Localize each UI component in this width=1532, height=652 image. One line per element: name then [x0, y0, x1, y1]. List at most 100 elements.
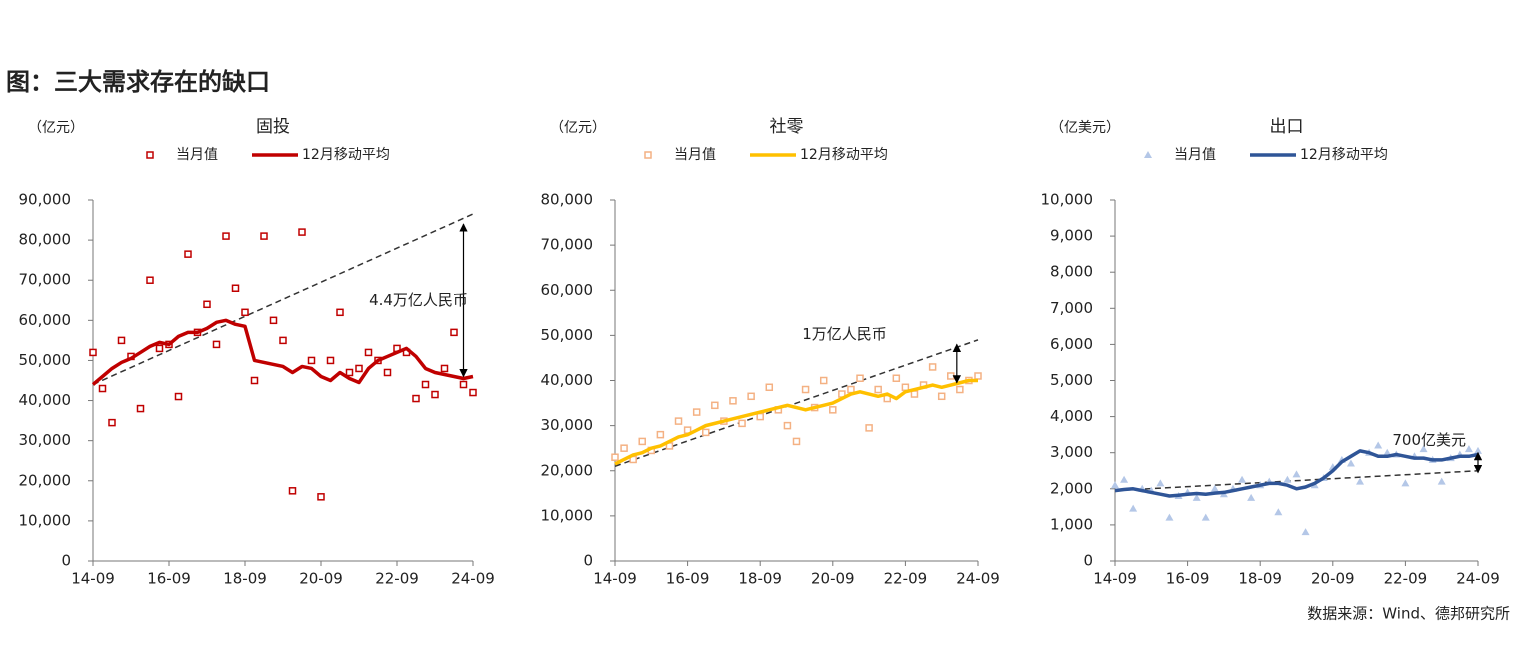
marker-triangle — [1238, 475, 1247, 483]
marker-square — [702, 428, 710, 437]
y-tick-label: 10,000 — [1041, 191, 1094, 209]
x-tick-label: 16-09 — [147, 570, 191, 588]
marker-square — [801, 385, 810, 394]
annotation-text: 4.4万亿人民币 — [369, 291, 468, 309]
marker-square — [326, 356, 335, 365]
y-tick-label: 20,000 — [19, 471, 72, 489]
unit-label: （亿元） — [550, 120, 606, 136]
unit-label: （亿元） — [28, 120, 84, 136]
marker-triangle — [1356, 477, 1365, 485]
marker-square — [260, 232, 268, 240]
y-tick-label: 60,000 — [19, 311, 72, 329]
marker-square — [298, 228, 306, 236]
y-tick-label: 40,000 — [541, 371, 594, 389]
y-tick-label: 80,000 — [541, 191, 594, 209]
y-tick-label: 0 — [61, 552, 71, 570]
marker-square — [765, 383, 774, 392]
marker-triangle — [1274, 508, 1283, 516]
unit-label: （亿美元） — [1050, 120, 1120, 136]
y-tick-label: 0 — [583, 552, 593, 570]
marker-triangle — [1111, 481, 1119, 489]
marker-square — [856, 374, 864, 382]
marker-triangle — [1419, 445, 1428, 453]
marker-square — [345, 368, 354, 377]
marker-square — [638, 437, 646, 446]
marker-square — [317, 493, 325, 501]
x-tick-label: 18-09 — [738, 570, 782, 588]
marker-triangle — [1165, 513, 1174, 521]
marker-triangle — [1120, 475, 1129, 483]
marker-square — [847, 385, 855, 394]
legend-marker — [644, 151, 652, 159]
x-tick-label: 20-09 — [1311, 570, 1355, 588]
marker-square — [450, 328, 458, 337]
y-tick-label: 1,000 — [1050, 515, 1093, 533]
marker-square — [203, 300, 211, 309]
marker-square — [469, 388, 477, 397]
x-tick-label: 14-09 — [1093, 570, 1137, 588]
y-tick-label: 70,000 — [19, 271, 72, 289]
marker-square — [212, 340, 221, 349]
marker-square — [288, 487, 297, 495]
marker-square — [155, 344, 164, 353]
marker-square — [910, 390, 919, 398]
moving-average-line — [1114, 449, 1479, 498]
chart-panel: （亿元） 社零 0 10,000 20,000 30,000 40,000 50,000 60,… — [541, 117, 1000, 588]
x-tick-label: 16-09 — [1166, 570, 1210, 588]
marker-triangle — [1129, 504, 1138, 512]
legend-label: 当月值 — [674, 147, 716, 163]
marker-triangle — [1301, 528, 1310, 536]
y-tick-label: 60,000 — [541, 281, 594, 299]
marker-square — [947, 372, 955, 380]
marker-square — [792, 437, 801, 446]
legend-marker — [146, 151, 154, 159]
x-tick-label: 16-09 — [666, 570, 710, 588]
marker-square — [892, 374, 901, 382]
marker-square — [956, 385, 964, 394]
legend-label: 12月移动平均 — [800, 147, 888, 163]
marker-square — [711, 401, 719, 410]
marker-square — [146, 276, 154, 284]
marker-square — [269, 316, 278, 325]
marker-square — [250, 376, 259, 385]
y-tick-label: 0 — [1083, 552, 1093, 570]
marker-square — [336, 308, 344, 317]
y-tick-label: 90,000 — [19, 191, 72, 209]
marker-square — [674, 417, 683, 425]
y-tick-label: 10,000 — [19, 511, 72, 529]
marker-square — [738, 419, 746, 428]
marker-triangle — [1247, 493, 1256, 501]
marker-square — [974, 372, 982, 380]
x-tick-label: 14-09 — [593, 570, 637, 588]
x-tick-label: 22-09 — [375, 570, 419, 588]
marker-triangle — [1437, 477, 1446, 485]
chart-panel: （亿元） 固投 0 10,000 20,000 30,000 40,000 50,000 60,… — [19, 117, 495, 588]
marker-square — [431, 390, 439, 399]
marker-square — [98, 384, 107, 393]
y-tick-label: 6,000 — [1050, 335, 1093, 353]
marker-square — [756, 412, 764, 421]
marker-square — [222, 232, 230, 240]
y-tick-label: 20,000 — [541, 461, 594, 479]
marker-square — [89, 348, 97, 357]
marker-square — [656, 430, 665, 439]
marker-square — [364, 348, 373, 357]
legend-label: 12月移动平均 — [1300, 147, 1388, 163]
marker-square — [819, 376, 828, 385]
x-tick-label: 14-09 — [71, 570, 115, 588]
marker-square — [307, 356, 316, 365]
marker-square — [383, 368, 392, 377]
chart-title: 出口 — [1270, 117, 1304, 137]
y-tick-label: 30,000 — [19, 431, 72, 449]
marker-square — [117, 336, 126, 345]
trend-line — [1114, 470, 1479, 492]
marker-square — [184, 250, 192, 258]
marker-square — [901, 383, 910, 392]
chart-title: 固投 — [256, 117, 290, 137]
trend-line — [614, 339, 979, 467]
marker-triangle — [1383, 448, 1392, 456]
figure-title: 图：三大需求存在的缺口 — [6, 68, 270, 96]
marker-square — [747, 392, 755, 401]
marker-square — [865, 424, 873, 432]
